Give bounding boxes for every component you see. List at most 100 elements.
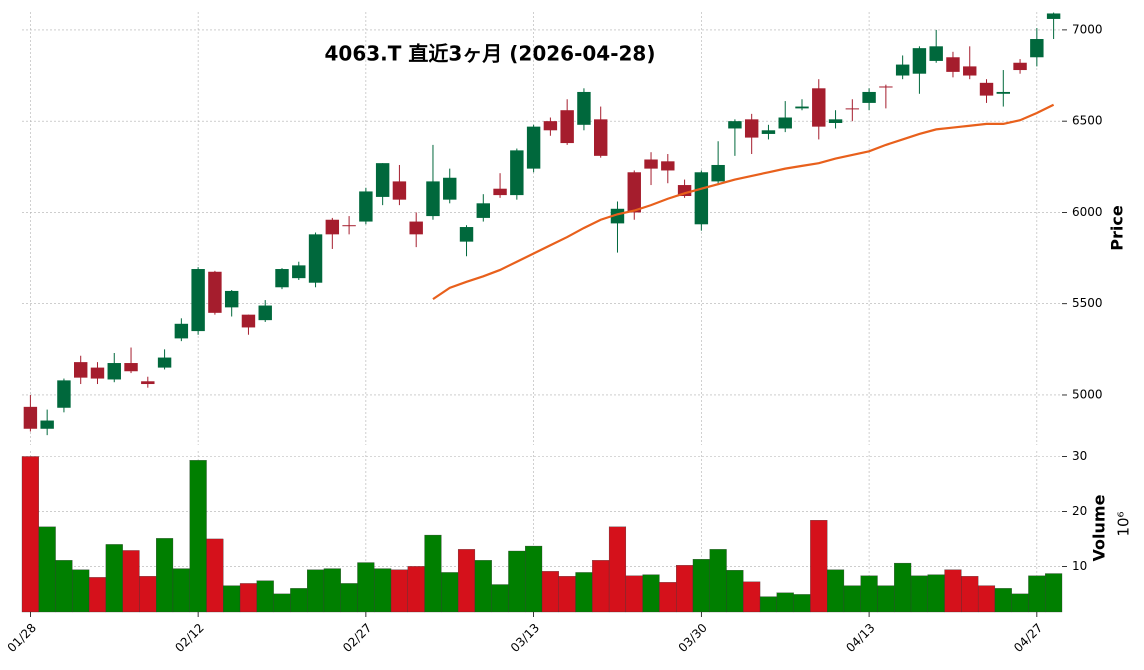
volume-bar <box>927 574 945 613</box>
candle-body <box>728 121 742 129</box>
y-tick-label: 6000 <box>1072 205 1103 219</box>
candle-body <box>392 181 407 200</box>
candle-body <box>644 159 658 169</box>
candle-body <box>292 265 306 279</box>
candle-body <box>57 380 71 408</box>
volume-bar <box>189 460 207 613</box>
candle-body <box>510 150 524 196</box>
candle-body <box>778 117 792 129</box>
candle-body <box>208 271 222 313</box>
volume-bar <box>172 568 190 613</box>
volume-bar <box>139 576 157 613</box>
volume-bar <box>1045 573 1063 613</box>
volume-bar <box>105 544 123 613</box>
volume-bar <box>877 585 895 613</box>
y-axis-label: Price <box>1108 205 1127 251</box>
volume-bar <box>692 559 710 613</box>
x-tick-label: 01/28 <box>5 621 39 655</box>
candle-body <box>443 177 457 200</box>
candle-body <box>141 381 155 385</box>
volume-bar <box>508 550 526 613</box>
volume-bar <box>474 560 492 613</box>
volume-bar <box>223 585 241 613</box>
volume-bar <box>977 585 996 613</box>
y-tick-label: 6500 <box>1072 114 1103 128</box>
volume-bar <box>827 569 845 613</box>
volume-bar <box>625 575 643 613</box>
volume-bar <box>491 584 509 613</box>
x-tick-label: 04/27 <box>1011 621 1045 655</box>
volume-bar <box>961 576 979 613</box>
volume-bar <box>726 570 744 613</box>
volume-bar <box>323 568 341 613</box>
volume-bar <box>793 594 811 613</box>
candle-body <box>677 185 692 197</box>
candle-body <box>929 46 943 61</box>
volume-bar <box>994 588 1012 613</box>
y-tick-label: 5500 <box>1072 296 1103 310</box>
candle-body <box>795 106 809 109</box>
volume-bar <box>575 572 593 613</box>
candle-body <box>526 126 541 169</box>
candle-body <box>308 234 323 283</box>
candle-body <box>409 221 423 235</box>
volume-bar <box>38 526 56 613</box>
moving-average-line <box>432 103 1055 301</box>
volume-bar <box>55 560 73 613</box>
volume-bar <box>608 526 627 613</box>
candle-body <box>459 227 474 242</box>
volume-bar <box>407 566 425 613</box>
candle-body <box>627 172 641 213</box>
volume-bar <box>156 538 174 613</box>
volume-axis-label: Volume <box>1090 494 1109 561</box>
candle-body <box>963 66 977 76</box>
volume-bar <box>206 538 224 613</box>
volume-bar <box>910 575 928 613</box>
candle-body <box>375 163 390 197</box>
candle-body <box>996 91 1010 94</box>
volume-bar <box>541 571 559 613</box>
volume-bar <box>239 583 257 613</box>
candle-body <box>224 290 239 308</box>
x-tick-label: 03/13 <box>508 621 542 655</box>
volume-bar <box>592 560 610 613</box>
candle-body <box>946 57 960 72</box>
candle-body <box>979 82 994 96</box>
candle-body <box>694 172 709 225</box>
volume-bar <box>525 545 543 613</box>
candle-body <box>275 269 289 288</box>
volume-bar <box>72 569 90 613</box>
candle-body <box>577 91 591 125</box>
x-tick-label: 03/30 <box>676 621 710 655</box>
volume-bar <box>390 569 408 613</box>
volume-bar <box>273 593 291 613</box>
volume-bar <box>424 534 442 613</box>
volume-bar <box>776 592 794 613</box>
candle-body <box>828 119 843 123</box>
volume-bar <box>659 582 677 613</box>
volume-bar <box>307 569 325 613</box>
x-tick-label: 04/13 <box>843 621 877 655</box>
y-tick-label: 10 <box>1072 559 1087 573</box>
candle-body <box>90 367 105 379</box>
y-tick-label: 20 <box>1072 504 1087 518</box>
candle-body <box>493 188 507 196</box>
candle-body <box>812 88 826 127</box>
y-tick-label: 30 <box>1072 449 1087 463</box>
candle-body <box>107 363 121 380</box>
volume-bar <box>122 550 140 613</box>
volume-bar <box>843 585 861 613</box>
candle-body <box>174 323 189 339</box>
candle-body <box>157 357 172 368</box>
volume-bar <box>1011 593 1029 613</box>
volume-bar <box>894 562 912 613</box>
candle-body <box>895 64 910 76</box>
candle-body <box>241 314 256 328</box>
volume-bar <box>860 575 878 613</box>
x-tick-label: 02/12 <box>172 621 206 655</box>
candle-body <box>74 362 88 378</box>
volume-bar <box>810 520 828 613</box>
candle-body <box>342 225 356 227</box>
candle-body <box>325 219 340 235</box>
